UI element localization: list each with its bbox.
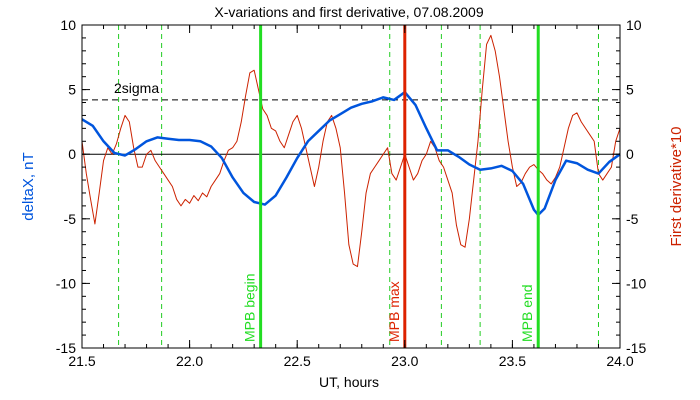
y-tick-label-left-1: -10 (56, 275, 76, 291)
y-tick-label-left-5: 10 (60, 17, 76, 33)
y-tick-label-left-2: -5 (64, 211, 77, 227)
y-tick-label-right-0: -15 (626, 340, 646, 356)
plot-area: 2sigma MPB begin MPB max MPB end 21.5 22.0 22.… (56, 17, 647, 369)
y-tick-label-left-0: -15 (56, 340, 76, 356)
marker-label-0: MPB begin (242, 274, 258, 342)
x-tick-label-1: 22.0 (176, 353, 203, 369)
threshold-label: 2sigma (114, 80, 159, 96)
y-tick-label-right-4: 5 (626, 82, 634, 98)
marker-label-1: MPB max (386, 281, 402, 342)
x-tick-label-3: 23.0 (391, 353, 418, 369)
y-tick-label-left-4: 5 (68, 82, 76, 98)
y-tick-label-right-3: 0 (626, 146, 634, 162)
y-tick-label-right-1: -10 (626, 275, 646, 291)
x-tick-label-2: 22.5 (284, 353, 311, 369)
series-line-derivative (81, 34, 621, 268)
series-line-deltaX (81, 90, 621, 217)
y-tick-label-left-3: 0 (68, 146, 76, 162)
x-tick-label-0: 21.5 (68, 353, 95, 369)
y-tick-label-right-2: -5 (626, 211, 639, 227)
chart-title: X-variations and first derivative, 07.08… (214, 4, 483, 20)
y-tick-label-right-5: 10 (626, 17, 642, 33)
plot-frame (81, 24, 621, 349)
marker-label-2: MPB end (519, 284, 535, 342)
y-axis-label-left: deltaX, nT (20, 152, 37, 220)
x-axis-label: UT, hours (319, 374, 379, 390)
y-axis-label-right: First derivative*10 (668, 126, 685, 246)
x-tick-label-5: 24.0 (606, 353, 633, 369)
x-tick-label-4: 23.5 (499, 353, 526, 369)
